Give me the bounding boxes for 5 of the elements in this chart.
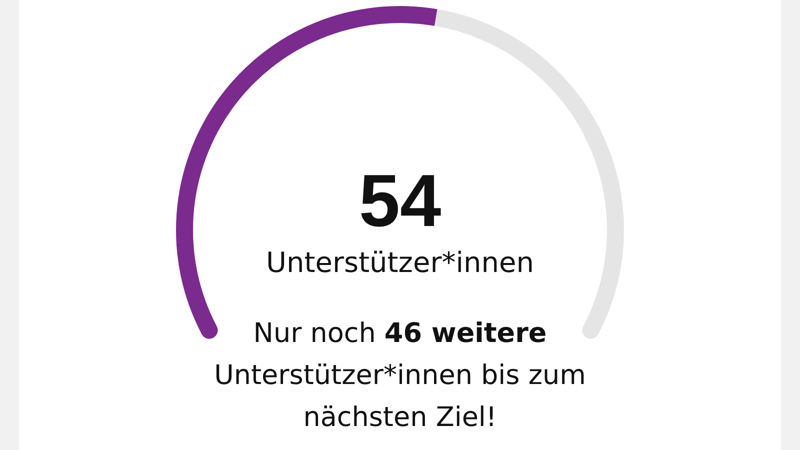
text: Unterstützer*innen bis zum nächsten Ziel! bbox=[214, 360, 586, 433]
text: Nur noch bbox=[253, 318, 376, 349]
text: 54 bbox=[358, 159, 442, 242]
text: 46 weitere bbox=[384, 318, 547, 349]
text: Unterstützer*innen bbox=[266, 246, 534, 279]
